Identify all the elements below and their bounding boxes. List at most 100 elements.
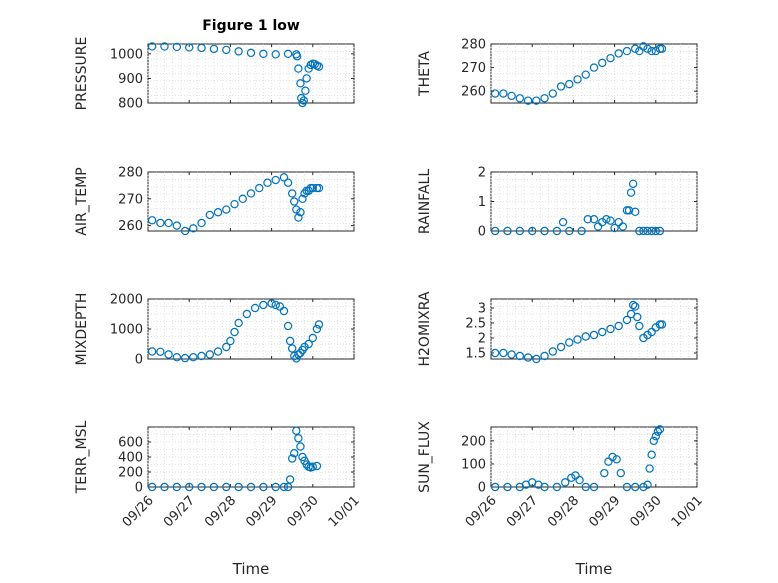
data-point (310, 59, 320, 69)
data-point (540, 226, 549, 236)
data-point (234, 318, 243, 328)
data-point (575, 475, 584, 485)
data-point (565, 79, 574, 89)
data-point (616, 468, 625, 478)
data-point (312, 461, 322, 471)
data-point (622, 482, 632, 492)
panel-8: 0 100 200 09/26 09/27 09/28 09/29 09/30 10/01 SUN… (417, 421, 706, 531)
y-tick-label: 1000 (110, 323, 143, 338)
data-point (515, 226, 525, 236)
data-point (515, 351, 525, 361)
data-point (643, 44, 652, 53)
data-point (573, 335, 582, 344)
data-point (567, 473, 576, 482)
data-point (606, 324, 615, 334)
data-point (523, 353, 533, 362)
data-point (184, 482, 194, 492)
panel-6: 1.522.53 H2OMIXRA (417, 291, 698, 367)
data-point (628, 179, 638, 188)
data-point (552, 482, 562, 492)
data-point (246, 189, 256, 198)
data-point (290, 197, 299, 206)
x-tick-label: 09/27 (161, 493, 198, 530)
data-point (234, 482, 243, 492)
data-point (242, 309, 252, 319)
data-point (507, 350, 516, 359)
data-point (279, 173, 289, 182)
data-point (285, 475, 295, 484)
y-tick-label: 0 (478, 481, 486, 496)
data-point (602, 214, 611, 224)
data-point (271, 482, 280, 492)
data-point (267, 299, 276, 308)
data-point (647, 226, 656, 236)
data-point (612, 455, 621, 464)
data-point (301, 86, 310, 95)
data-point (589, 330, 599, 340)
data-point (540, 94, 549, 103)
data-point (271, 175, 280, 185)
data-point (308, 333, 317, 343)
data-point (556, 342, 566, 352)
y-tick-label: 1000 (110, 47, 143, 62)
x-tick-label: 10/01 (669, 493, 706, 530)
data-point (283, 178, 293, 187)
data-point (589, 482, 599, 492)
panel-3: 260 270 280 AIR_TEMP (74, 166, 355, 236)
data-point (263, 178, 272, 187)
data-point (285, 336, 295, 346)
data-point (655, 226, 665, 236)
data-point (296, 79, 305, 88)
data-point (540, 482, 549, 492)
y-tick-label: 270 (461, 61, 486, 76)
data-point (205, 210, 214, 220)
y-tick-label: 3 (478, 302, 486, 317)
y-tick-label: 2000 (110, 293, 143, 308)
x-tick-label: 09/28 (202, 493, 239, 530)
x-tick-label: 09/27 (504, 493, 541, 530)
data-point (197, 482, 206, 492)
y-tick-label: 2.5 (465, 317, 486, 332)
data-point (180, 353, 190, 363)
data-point (589, 63, 599, 72)
y-tick-label: 280 (461, 38, 486, 53)
y-tick-label: 100 (461, 457, 486, 472)
data-point (306, 60, 315, 70)
data-point (490, 226, 500, 236)
data-point (288, 454, 297, 463)
data-point (571, 471, 580, 480)
data-point (593, 222, 603, 231)
data-point (238, 194, 247, 204)
data-point (614, 321, 623, 331)
data-point (234, 47, 243, 56)
data-point (209, 44, 219, 54)
data-point (312, 324, 322, 334)
data-point (631, 207, 640, 217)
data-point (271, 300, 280, 310)
data-point (624, 206, 634, 215)
data-point (302, 74, 311, 83)
data-point (515, 94, 525, 103)
data-point (600, 468, 609, 478)
data-point (147, 482, 157, 492)
data-point (279, 482, 289, 492)
data-point (147, 347, 157, 356)
x-tick-label: 10/01 (326, 493, 363, 530)
data-point (647, 327, 656, 337)
data-point (172, 482, 182, 492)
data-point (180, 226, 190, 236)
data-point (209, 482, 219, 492)
data-point (296, 208, 305, 217)
data-point (283, 482, 293, 492)
data-point (147, 42, 157, 51)
data-point (548, 347, 558, 356)
data-point (259, 49, 268, 59)
y-tick-label: 0 (135, 353, 143, 368)
data-point (589, 214, 599, 224)
data-point (608, 452, 617, 462)
data-point (560, 478, 570, 487)
x-tick-label: 09/30 (285, 493, 322, 530)
data-point (314, 320, 324, 329)
data-point (288, 189, 297, 198)
